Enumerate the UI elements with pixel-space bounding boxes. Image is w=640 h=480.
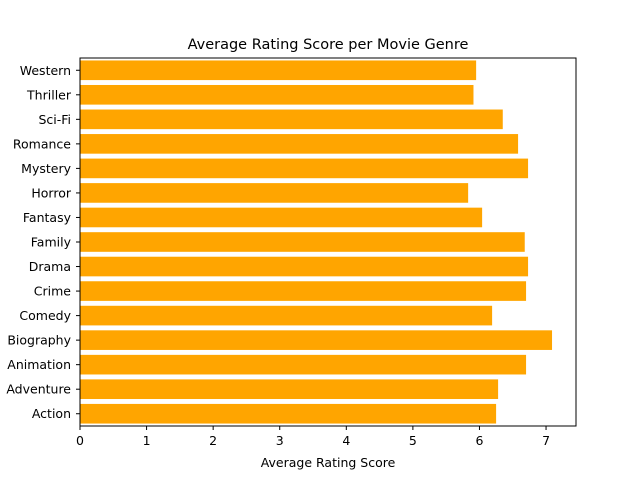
bar-sci-fi — [80, 109, 503, 130]
y-tick-label: Adventure — [6, 382, 71, 397]
y-tick-label: Biography — [7, 333, 71, 348]
bar-biography — [80, 330, 553, 350]
x-tick-label: 0 — [76, 433, 84, 448]
chart-title: Average Rating Score per Movie Genre — [188, 37, 469, 53]
y-tick-label: Thriller — [26, 87, 72, 102]
bar-romance — [80, 134, 519, 154]
bar-crime — [80, 281, 527, 301]
x-tick-label: 4 — [342, 433, 350, 448]
x-tick-label: 1 — [143, 433, 151, 448]
bar-drama — [80, 256, 529, 277]
x-axis-label: Average Rating Score — [261, 455, 396, 470]
x-tick-label: 3 — [276, 433, 284, 448]
bar-western — [80, 60, 477, 81]
bar-fantasy — [80, 207, 483, 228]
y-tick-label: Drama — [29, 259, 71, 274]
y-tick-label: Mystery — [21, 161, 71, 176]
bar-comedy — [80, 305, 493, 326]
y-tick-label: Family — [31, 235, 72, 250]
x-tick-label: 2 — [209, 433, 217, 448]
bar-action — [80, 403, 497, 424]
bar-family — [80, 232, 525, 252]
y-tick-label: Action — [32, 406, 71, 421]
y-tick-label: Sci-Fi — [38, 112, 71, 127]
y-tick-label: Romance — [13, 136, 71, 151]
y-tick-label: Animation — [7, 357, 71, 372]
bar-animation — [80, 354, 527, 375]
bars-layer — [80, 60, 553, 424]
x-tick-label: 6 — [475, 433, 483, 448]
y-axis-ticks: Action Adventure Animation Biography Comedy C… — [6, 63, 80, 421]
bar-thriller — [80, 84, 474, 105]
y-tick-label: Fantasy — [23, 210, 72, 225]
plot-frame — [79, 57, 577, 427]
x-tick-label: 5 — [409, 433, 417, 448]
y-tick-label: Crime — [34, 284, 72, 299]
y-tick-label: Western — [20, 63, 71, 78]
bar-mystery — [80, 158, 529, 179]
y-tick-label: Comedy — [19, 308, 71, 323]
x-axis-ticks: 0 1 2 3 4 5 6 7 — [76, 426, 550, 448]
bar-adventure — [80, 379, 499, 400]
y-tick-label: Horror — [31, 185, 71, 200]
x-tick-label: 7 — [542, 433, 550, 448]
bar-horror — [80, 183, 469, 203]
